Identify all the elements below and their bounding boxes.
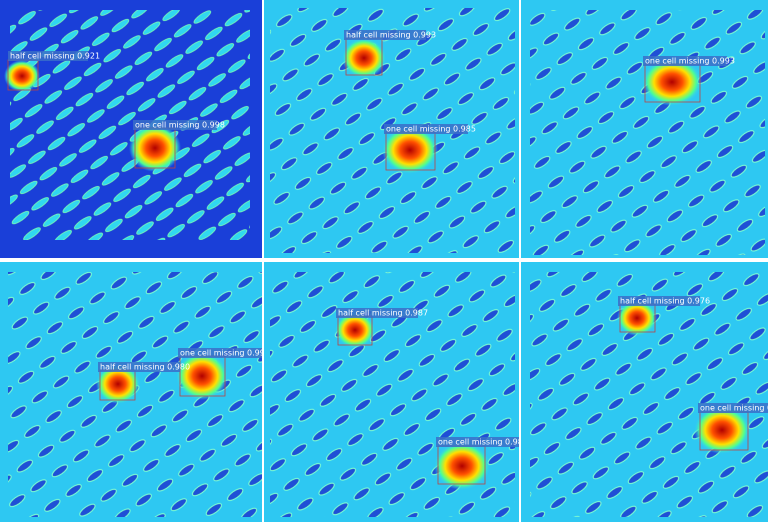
- panel: half cell missing 0.987 one cell missing…: [264, 262, 528, 522]
- detection-label: one cell missing 0.994: [180, 349, 270, 358]
- detection-label: one cell missing 0.985: [386, 125, 476, 134]
- detection-label: one cell missing 0: [700, 404, 768, 413]
- panel: half cell missing 0.993 one cell missing…: [264, 0, 519, 258]
- detection-label: half cell missing 0.980: [100, 363, 190, 372]
- panel: half cell missing 0.976 one cell missing…: [521, 262, 768, 522]
- detection-label: half cell missing 0.921: [10, 52, 100, 61]
- detection-label: half cell missing 0.976: [620, 297, 710, 306]
- detection-label: half cell missing 0.993: [346, 31, 436, 40]
- panel: half cell missing 0.980 one cell missing…: [0, 262, 270, 522]
- detection-label: one cell missing 0.987: [438, 438, 528, 447]
- panel: one cell missing 0.993: [521, 0, 768, 258]
- detection-label: half cell missing 0.987: [338, 309, 428, 318]
- panel: half cell missing 0.921 one cell missing…: [0, 0, 262, 258]
- detection-label: one cell missing 0.998: [135, 121, 225, 130]
- detection-label: one cell missing 0.993: [645, 57, 735, 66]
